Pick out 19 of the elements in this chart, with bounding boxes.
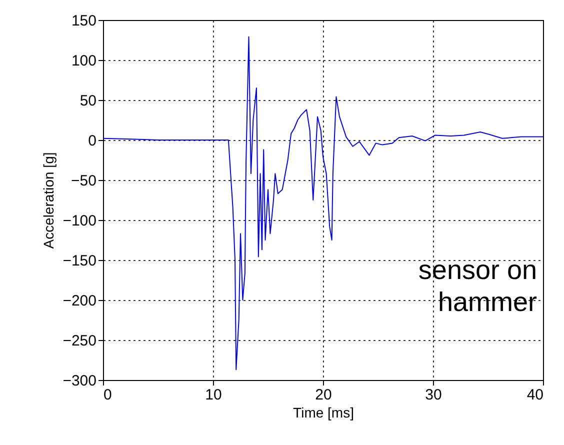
x-tick-label: 10: [205, 386, 222, 404]
x-tick-label: 30: [425, 386, 442, 404]
y-tick-label: 50: [80, 92, 96, 110]
y-tick-label: 150: [71, 12, 96, 30]
y-tick-label: −200: [62, 292, 96, 310]
y-tick-label: −50: [71, 172, 96, 190]
y-tick-label: 100: [71, 52, 96, 70]
x-tick-label: 0: [104, 386, 112, 404]
y-tick-label: −250: [62, 332, 96, 350]
x-axis-title: Time [ms]: [293, 404, 354, 420]
line-series: [103, 36, 543, 370]
annotation: sensor on hammer: [418, 255, 537, 317]
y-tick-label: −300: [62, 372, 96, 390]
x-tick-label: 20: [315, 386, 332, 404]
y-tick-label: −150: [62, 252, 96, 270]
y-tick-label: −100: [62, 212, 96, 230]
y-axis-title: Acceleration [g]: [40, 152, 57, 249]
x-tick-label: 40: [526, 386, 544, 404]
y-tick-label: 0: [88, 132, 96, 150]
